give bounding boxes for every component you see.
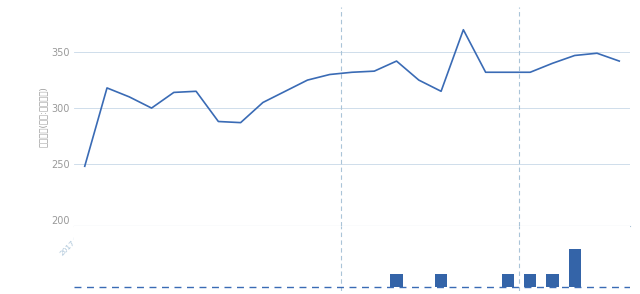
Bar [547,274,559,287]
Bar [568,249,581,287]
Bar [502,274,514,287]
Y-axis label: 거래금액(단위:일백만원): 거래금액(단위:일백만원) [39,86,48,147]
Bar [390,274,403,287]
Bar [435,274,447,287]
Bar [524,274,536,287]
